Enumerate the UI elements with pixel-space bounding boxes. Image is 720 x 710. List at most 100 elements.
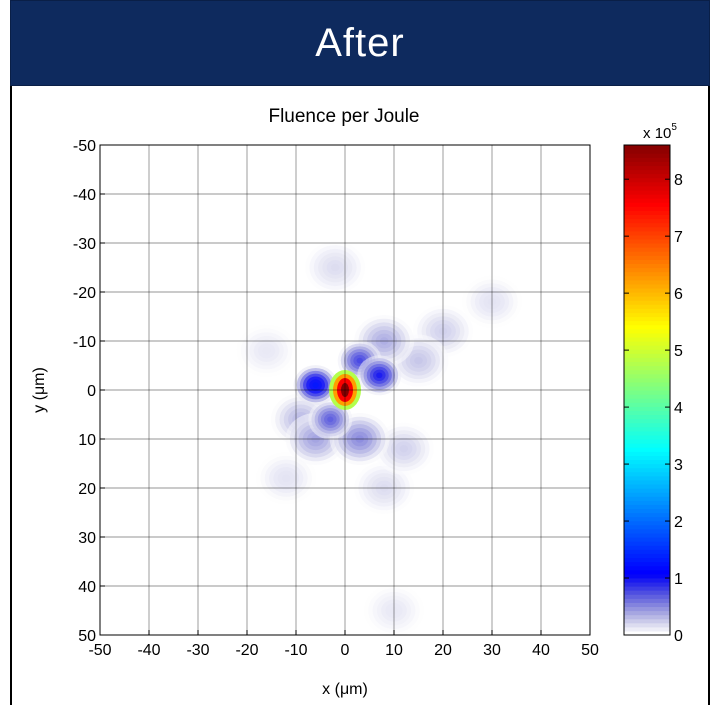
colorbar-step xyxy=(624,230,670,236)
colorbar-step xyxy=(624,312,670,318)
colorbar-step xyxy=(624,590,670,595)
colorbar-step xyxy=(624,573,670,579)
heatmap-contour xyxy=(399,445,409,453)
x-tick-label: 30 xyxy=(483,642,501,659)
colorbar-step xyxy=(624,381,670,387)
heatmap-lobe xyxy=(305,241,366,294)
gridlines xyxy=(99,144,591,636)
colorbar-step xyxy=(624,377,670,383)
colorbar-step xyxy=(624,300,670,305)
colorbar-step xyxy=(624,177,670,183)
heatmap-contour xyxy=(414,356,423,365)
x-tick-label: 20 xyxy=(434,642,452,659)
colorbar-step xyxy=(624,418,670,424)
colorbar-step xyxy=(624,296,670,301)
colorbar-step xyxy=(624,569,670,575)
colorbar-step xyxy=(624,414,670,420)
colorbar-step xyxy=(624,516,670,522)
colorbar-step xyxy=(624,373,670,379)
colorbar-step xyxy=(624,577,670,583)
colorbar-step xyxy=(624,181,670,187)
colorbar-step xyxy=(624,565,670,571)
colorbar-step xyxy=(624,390,670,395)
colorbar-step xyxy=(624,492,670,497)
colorbar-step xyxy=(624,626,670,632)
colorbar-step xyxy=(624,308,670,314)
colorbar-step xyxy=(624,475,670,481)
colorbar-step xyxy=(624,243,670,248)
colorbar-step xyxy=(624,610,670,616)
colorbar-multiplier-exponent: 5 xyxy=(671,122,677,133)
colorbar-step xyxy=(624,316,670,322)
colorbar-step xyxy=(624,512,670,518)
x-tick-label: 0 xyxy=(341,642,350,659)
colorbar-step xyxy=(624,541,670,546)
colorbar-frame xyxy=(623,144,671,636)
colorbar-step xyxy=(624,622,670,628)
colorbar-step xyxy=(624,161,670,167)
colorbar-tick-label: 0 xyxy=(674,628,683,645)
colorbar-step xyxy=(624,153,670,158)
colorbar-step xyxy=(624,255,670,260)
x-tick-label: 40 xyxy=(532,642,550,659)
colorbar xyxy=(624,145,670,636)
colorbar-step xyxy=(624,581,670,587)
colorbar-step xyxy=(624,222,670,228)
colorbar-step xyxy=(624,451,670,456)
colorbar-step xyxy=(624,287,670,293)
colorbar-step xyxy=(624,545,670,550)
colorbar-tick-label: 7 xyxy=(674,229,683,246)
colorbar-step xyxy=(624,210,670,216)
colorbar-step xyxy=(624,586,670,591)
colorbar-step xyxy=(624,328,670,334)
colorbar-step xyxy=(624,447,670,452)
colorbar-step xyxy=(624,353,670,358)
colorbar-step xyxy=(624,455,670,461)
colorbar-step xyxy=(624,528,670,534)
colorbar-step xyxy=(624,275,670,281)
colorbar-tick-label: 8 xyxy=(674,172,683,189)
colorbar-step xyxy=(624,251,670,256)
y-tick-label: -10 xyxy=(73,334,96,351)
heatmap-contour xyxy=(356,357,363,364)
y-axis-ticks: -50 -40 -30 -20 -10 0 10 20 30 40 50 xyxy=(73,138,105,645)
colorbar-tick-label: 5 xyxy=(674,343,683,360)
colorbar-step xyxy=(624,606,670,612)
colorbar-step xyxy=(624,149,670,154)
colorbar-step xyxy=(624,259,670,265)
y-tick-label: 40 xyxy=(78,579,96,596)
x-tick-label: -50 xyxy=(88,642,111,659)
colorbar-step xyxy=(624,341,670,346)
colorbar-tick-label: 4 xyxy=(674,400,683,417)
colorbar-step xyxy=(624,169,670,175)
x-tick-label: 10 xyxy=(385,642,403,659)
colorbar-ticks: 0 1 2 3 4 5 6 7 8 xyxy=(624,172,683,645)
colorbar-step xyxy=(624,553,670,559)
colorbar-step xyxy=(624,206,670,211)
x-tick-label: -30 xyxy=(186,642,209,659)
colorbar-step xyxy=(624,320,670,326)
colorbar-step xyxy=(624,483,670,489)
colorbar-step xyxy=(624,263,670,269)
colorbar-multiplier-base: x 10 xyxy=(643,125,671,142)
colorbar-step xyxy=(624,406,670,412)
heatmap-lobe xyxy=(256,452,317,505)
colorbar-step xyxy=(624,145,670,150)
colorbar-tick-label: 3 xyxy=(674,457,683,474)
colorbar-step xyxy=(624,430,670,436)
colorbar-step xyxy=(624,189,670,195)
colorbar-tick-label: 6 xyxy=(674,286,683,303)
colorbar-step xyxy=(624,202,670,207)
colorbar-step xyxy=(624,524,670,530)
colorbar-step xyxy=(624,496,670,501)
colorbar-tick-label: 1 xyxy=(674,571,683,588)
colorbar-step xyxy=(624,426,670,432)
heatmap-contour xyxy=(330,263,340,272)
heatmap-lobe xyxy=(236,324,297,377)
colorbar-step xyxy=(624,365,670,371)
colorbar-step xyxy=(624,398,670,403)
colorbar-step xyxy=(624,218,670,224)
colorbar-step xyxy=(624,349,670,354)
heatmap-lobe xyxy=(293,365,338,406)
